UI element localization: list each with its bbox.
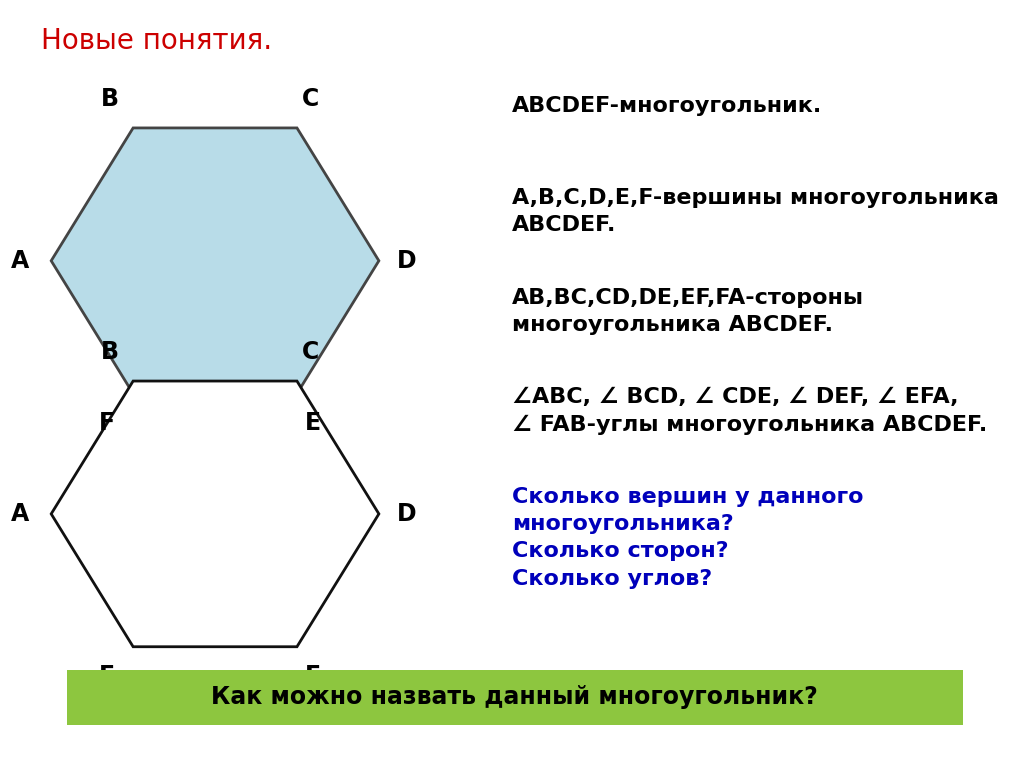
Text: AB,BC,CD,DE,EF,FA-стороны
многоугольника ABCDEF.: AB,BC,CD,DE,EF,FA-стороны многоугольника…	[512, 288, 864, 335]
FancyBboxPatch shape	[67, 670, 963, 725]
Text: B: B	[100, 87, 119, 111]
Text: D: D	[397, 502, 417, 526]
Text: ABCDEF-многоугольник.: ABCDEF-многоугольник.	[512, 96, 822, 116]
Polygon shape	[51, 381, 379, 647]
Text: F: F	[98, 663, 115, 687]
Text: E: E	[305, 410, 322, 434]
Text: Новые понятия.: Новые понятия.	[41, 27, 272, 55]
Polygon shape	[51, 128, 379, 393]
Text: ∠ABC, ∠ BCD, ∠ CDE, ∠ DEF, ∠ EFA,
∠ FAB-углы многоугольника ABCDEF.: ∠ABC, ∠ BCD, ∠ CDE, ∠ DEF, ∠ EFA, ∠ FAB-…	[512, 387, 987, 435]
Text: C: C	[302, 87, 319, 111]
Text: A: A	[10, 502, 29, 526]
Text: D: D	[397, 249, 417, 273]
Text: Сколько вершин у данного
многоугольника?
Сколько сторон?
Сколько углов?: Сколько вершин у данного многоугольника?…	[512, 487, 863, 588]
Text: Как можно назвать данный многоугольник?: Как можно назвать данный многоугольник?	[211, 685, 818, 709]
Text: F: F	[98, 410, 115, 434]
Text: C: C	[302, 341, 319, 364]
Text: A: A	[10, 249, 29, 273]
Text: B: B	[100, 341, 119, 364]
Text: A,B,C,D,E,F-вершины многоугольника
ABCDEF.: A,B,C,D,E,F-вершины многоугольника ABCDE…	[512, 188, 998, 235]
Text: E: E	[305, 663, 322, 687]
